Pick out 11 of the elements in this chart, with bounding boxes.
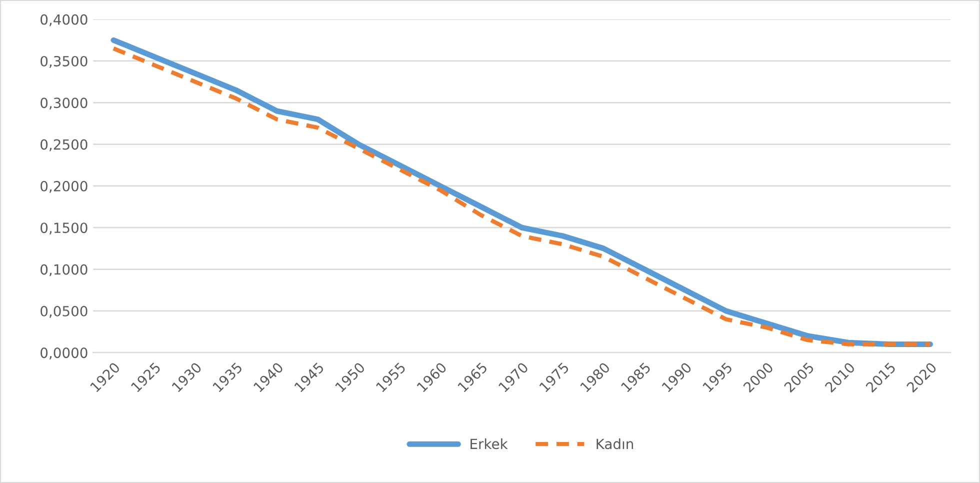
y-tick-label: 0,3500	[40, 56, 88, 68]
y-tick-label: 0,1000	[40, 264, 88, 276]
y-tick-label: 0,1500	[40, 222, 88, 235]
legend-label: Kadın	[596, 438, 634, 450]
y-tick-label: 0,4000	[40, 14, 88, 26]
y-tick-label: 0,2000	[40, 180, 88, 193]
y-tick-label: 0,0000	[40, 348, 88, 360]
y-tick-label: 0,0500	[40, 306, 88, 318]
y-tick-label: 0,3000	[40, 98, 88, 110]
y-tick-label: 0,2500	[40, 139, 88, 152]
legend-label: Erkek	[470, 438, 508, 450]
